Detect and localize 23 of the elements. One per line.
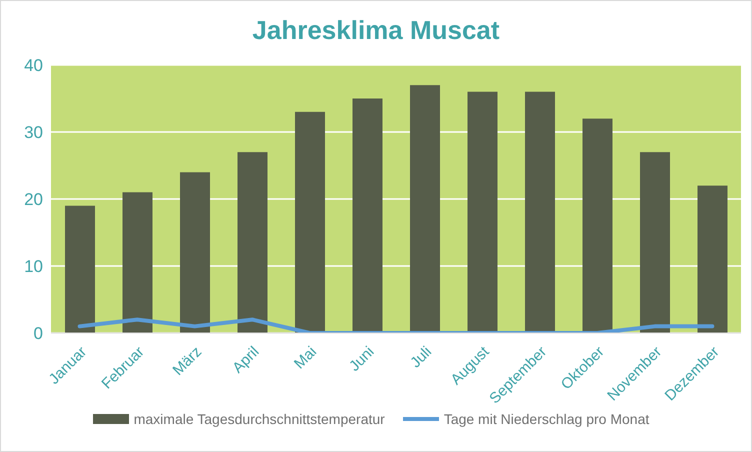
bar xyxy=(582,118,612,333)
bar xyxy=(525,92,555,333)
y-tick-label: 30 xyxy=(24,123,43,142)
bar xyxy=(698,186,728,333)
bar xyxy=(122,192,152,333)
y-tick-label: 10 xyxy=(24,257,43,276)
y-tick-label: 0 xyxy=(34,324,43,344)
bar xyxy=(180,172,210,333)
bar xyxy=(352,98,382,333)
x-tick-label: Juli xyxy=(407,343,436,372)
y-tick-label: 20 xyxy=(24,190,43,210)
bar xyxy=(640,152,670,333)
legend-label: maximale Tagesdurchschnittstemperatur xyxy=(132,411,385,427)
bar xyxy=(410,85,440,333)
x-tick-label: Mai xyxy=(290,343,320,372)
x-tick-label: Juni xyxy=(346,343,378,375)
y-tick-label: 40 xyxy=(24,56,43,76)
bar xyxy=(295,112,325,333)
bar xyxy=(238,152,268,333)
legend-label: Tage mit Niederschlag pro Monat xyxy=(442,411,650,427)
bar xyxy=(468,92,498,333)
bar xyxy=(65,206,95,333)
chart-title: Jahresklima Muscat xyxy=(251,15,501,46)
